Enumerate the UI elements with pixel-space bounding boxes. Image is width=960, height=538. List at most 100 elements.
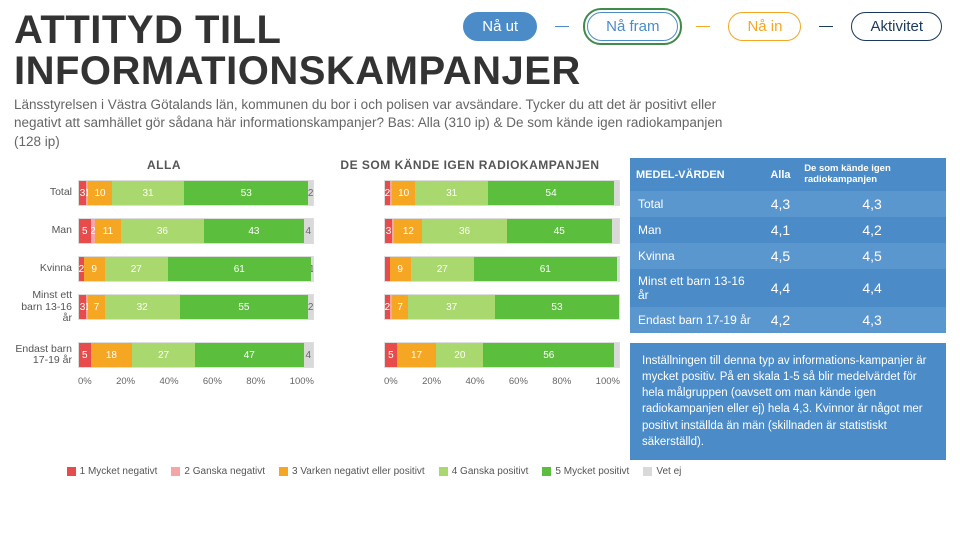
means-table: MEDEL-VÄRDEN Alla De som kände igen radi…	[630, 158, 946, 333]
nav-pill-out[interactable]: Nå ut	[463, 12, 537, 41]
bar-segment: 10	[88, 181, 111, 205]
legend-swatch	[542, 467, 551, 476]
legend-item: 5 Mycket positivt	[542, 466, 629, 477]
bar-segment: 53	[184, 181, 308, 205]
legend-item: 2 Ganska negativt	[171, 466, 265, 477]
chart-left: ALLA Total311031532Man521136434Kvinna292…	[14, 158, 314, 459]
bar-track: 3123645	[384, 218, 620, 244]
bar-segment: 55	[180, 295, 309, 319]
legend-label: 1 Mycket negativt	[80, 466, 158, 477]
bar-segment: 3	[79, 295, 86, 319]
bar-segment	[614, 181, 619, 205]
bar-segment: 27	[105, 257, 168, 281]
note-box: Inställningen till denna typ av informat…	[630, 343, 946, 460]
legend: 1 Mycket negativt 2 Ganska negativt 3 Vark…	[54, 466, 694, 477]
axis-tick: 80%	[552, 376, 571, 387]
bar-segment: 61	[168, 257, 311, 281]
means-val-radio: 4,3	[798, 307, 946, 333]
means-label: Endast barn 17-19 år	[630, 307, 763, 333]
bar-track: 31732552	[78, 294, 314, 320]
bar-segment: 31	[112, 181, 185, 205]
bar-row: 3123645	[320, 216, 620, 246]
bar-row: 2103154	[320, 178, 620, 208]
axis-tick: 80%	[246, 376, 265, 387]
axis-tick: 40%	[466, 376, 485, 387]
means-val-alla: 4,1	[763, 217, 798, 243]
table-row: Minst ett barn 13-16 år4,44,4	[630, 269, 946, 307]
legend-label: 5 Mycket positivt	[555, 466, 629, 477]
bar-track: 51827474	[78, 342, 314, 368]
means-head-2: De som kände igen radiokampanjen	[798, 158, 946, 191]
bar-segment: 2	[308, 295, 313, 319]
axis-tick: 60%	[203, 376, 222, 387]
legend-swatch	[643, 467, 652, 476]
means-label: Total	[630, 191, 763, 217]
bar-segment: 4	[304, 343, 313, 367]
bar-segment: 61	[474, 257, 617, 281]
axis-tick: 0%	[384, 376, 398, 387]
nav-active-ring	[583, 8, 682, 45]
bar-segment: 32	[105, 295, 180, 319]
chart-left-title: ALLA	[14, 158, 314, 172]
nav-pill-in[interactable]: Nå in	[728, 12, 801, 41]
table-row: Total4,34,3	[630, 191, 946, 217]
bar-segment: 3	[79, 181, 86, 205]
bar-segment: 45	[507, 219, 612, 243]
bar-row: 5172056	[320, 340, 620, 370]
bar-segment: 37	[408, 295, 495, 319]
bar-row: Endast barn 17-19 år51827474	[14, 340, 314, 370]
bar-segment: 53	[495, 295, 619, 319]
bar-segment: 27	[411, 257, 474, 281]
bar-row: Man521136434	[14, 216, 314, 246]
bar-segment	[617, 257, 619, 281]
bar-label: Endast barn 17-19 år	[14, 344, 78, 367]
bar-row: Minst ett barn 13-16 år31732552	[14, 292, 314, 322]
means-label: Kvinna	[630, 243, 763, 269]
bar-track: 2103154	[384, 180, 620, 206]
bar-segment: 5	[385, 343, 397, 367]
nav-dash-1	[555, 26, 569, 28]
table-row: Man4,14,2	[630, 217, 946, 243]
table-row: Endast barn 17-19 år4,24,3	[630, 307, 946, 333]
axis-tick: 20%	[422, 376, 441, 387]
bar-segment: 5	[79, 219, 91, 243]
legend-item: Vet ej	[643, 466, 681, 477]
legend-label: 2 Ganska negativt	[184, 466, 265, 477]
bar-label: Minst ett barn 13-16 år	[14, 290, 78, 325]
bar-segment: 4	[304, 219, 313, 243]
bar-segment: 9	[84, 257, 105, 281]
bar-segment: 5	[79, 343, 91, 367]
legend-item: 3 Varken negativt eller positivt	[279, 466, 425, 477]
intro-text: Länsstyrelsen i Västra Götalands län, ko…	[14, 96, 734, 153]
axis-tick: 60%	[509, 376, 528, 387]
chart-right-title: DE SOM KÄNDE IGEN RADIOKAMPANJEN	[320, 158, 620, 172]
legend-swatch	[67, 467, 76, 476]
legend-label: 4 Ganska positivt	[452, 466, 529, 477]
bar-row: Kvinna2927611	[14, 254, 314, 284]
means-val-radio: 4,2	[798, 217, 946, 243]
bar-segment: 17	[397, 343, 437, 367]
means-val-radio: 4,4	[798, 269, 946, 307]
bar-row: 92761	[320, 254, 620, 284]
legend-swatch	[171, 467, 180, 476]
bar-segment: 7	[88, 295, 104, 319]
nav-dash-3	[819, 26, 833, 28]
bar-segment: 36	[422, 219, 506, 243]
bar-segment: 12	[394, 219, 422, 243]
bar-segment: 9	[390, 257, 411, 281]
bar-row: 273753	[320, 292, 620, 322]
bar-track: 273753	[384, 294, 620, 320]
legend-label: 3 Varken negativt eller positivt	[292, 466, 425, 477]
means-val-alla: 4,4	[763, 269, 798, 307]
bar-segment: 27	[132, 343, 195, 367]
legend-item: 1 Mycket negativt	[67, 466, 158, 477]
axis-tick: 20%	[116, 376, 135, 387]
nav-pill-akt[interactable]: Aktivitet	[851, 12, 942, 41]
axis-tick: 40%	[160, 376, 179, 387]
means-val-radio: 4,3	[798, 191, 946, 217]
bar-track: 311031532	[78, 180, 314, 206]
means-label: Minst ett barn 13-16 år	[630, 269, 763, 307]
means-val-alla: 4,3	[763, 191, 798, 217]
legend-label: Vet ej	[656, 466, 681, 477]
nav-pills: Nå ut Nå fram Nå in Aktivitet	[463, 12, 942, 41]
